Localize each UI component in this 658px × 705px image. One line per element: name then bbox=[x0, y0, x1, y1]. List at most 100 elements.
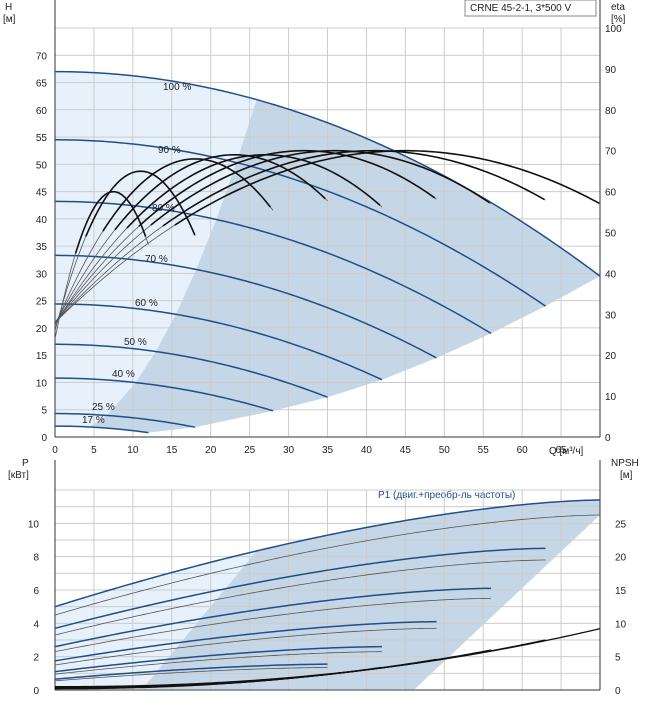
h-tick-label: 40 bbox=[36, 215, 48, 226]
eta-tick-label: 70 bbox=[605, 147, 617, 158]
npsh-tick-label: 20 bbox=[615, 553, 627, 564]
h-tick-label: 70 bbox=[36, 51, 48, 62]
q-tick-label: 15 bbox=[166, 445, 178, 456]
h-tick-label: 15 bbox=[36, 351, 48, 362]
efficiency-curve bbox=[85, 170, 196, 237]
p1-curve bbox=[54, 620, 437, 662]
h-tick-label: 0 bbox=[41, 433, 47, 444]
eta-tick-label: 90 bbox=[605, 65, 617, 76]
p-axis-title: P bbox=[22, 458, 29, 469]
eta-tick-label: 0 bbox=[605, 433, 611, 444]
p2-curve bbox=[54, 667, 328, 682]
eta-axis-unit: [%] bbox=[611, 14, 626, 25]
eta-axis-title: eta bbox=[611, 2, 625, 13]
q-tick-label: 20 bbox=[205, 445, 217, 456]
eta-tick-label: 50 bbox=[605, 229, 617, 240]
head-curve bbox=[54, 377, 274, 412]
p1-curve bbox=[54, 663, 328, 680]
eta-tick-label: 60 bbox=[605, 188, 617, 199]
p-tick-label: 10 bbox=[28, 519, 40, 530]
p-axis-unit: [кВт] bbox=[8, 470, 29, 481]
head-curve bbox=[54, 425, 149, 434]
head-curve-label: 17 % bbox=[82, 415, 105, 426]
npsh-tick-label: 15 bbox=[615, 586, 627, 597]
h-tick-label: 45 bbox=[36, 188, 48, 199]
p-tick-label: 4 bbox=[33, 619, 39, 630]
p1-curve bbox=[54, 645, 383, 673]
q-tick-label: 10 bbox=[127, 445, 139, 456]
q-tick-label: 65 bbox=[556, 445, 568, 456]
eta-tick-label: 20 bbox=[605, 351, 617, 362]
p1-curve bbox=[54, 587, 492, 648]
p2-curve bbox=[54, 514, 601, 616]
q-tick-label: 50 bbox=[439, 445, 451, 456]
q-axis-title: Q [м³/ч] bbox=[549, 446, 584, 457]
h-tick-label: 20 bbox=[36, 324, 48, 335]
npsh-curve bbox=[54, 666, 383, 690]
eta-tick-label: 40 bbox=[605, 269, 617, 280]
q-tick-label: 55 bbox=[478, 445, 490, 456]
title-box bbox=[464, 0, 597, 17]
head-curve bbox=[54, 70, 601, 277]
chart-title: CRNE 45-2-1, 3*500 V bbox=[470, 3, 571, 14]
h-tick-label: 55 bbox=[36, 133, 48, 144]
eta-tick-label: 100 bbox=[605, 24, 622, 35]
efficiency-curve bbox=[126, 154, 381, 229]
p2-curve bbox=[54, 559, 546, 636]
p2-curve bbox=[54, 651, 383, 675]
h-tick-label: 30 bbox=[36, 269, 48, 280]
operating-region-dark bbox=[89, 99, 600, 433]
h-tick-label: 35 bbox=[36, 242, 48, 253]
head-curve-label: 100 % bbox=[163, 82, 191, 93]
head-curve bbox=[54, 303, 383, 381]
head-curve-label: 90 % bbox=[158, 145, 181, 156]
q-tick-label: 60 bbox=[517, 445, 529, 456]
efficiency-curve bbox=[102, 158, 271, 232]
npsh-tick-label: 5 bbox=[615, 653, 621, 664]
q-tick-label: 30 bbox=[283, 445, 295, 456]
p-tick-label: 6 bbox=[33, 586, 39, 597]
h-axis-unit: [м] bbox=[3, 14, 16, 25]
q-tick-label: 40 bbox=[361, 445, 373, 456]
head-curve-label: 50 % bbox=[124, 337, 147, 348]
q-tick-label: 35 bbox=[322, 445, 334, 456]
eta-tick-label: 10 bbox=[605, 392, 617, 403]
q-tick-label: 25 bbox=[244, 445, 256, 456]
head-curve-label: 70 % bbox=[145, 254, 168, 265]
h-tick-label: 10 bbox=[36, 378, 48, 389]
head-curve-label: 60 % bbox=[135, 298, 158, 309]
p-tick-label: 2 bbox=[33, 653, 39, 664]
h-axis-title: H bbox=[5, 2, 12, 13]
npsh-axis-title: NPSH bbox=[611, 458, 639, 469]
head-curve-label: 40 % bbox=[112, 369, 135, 380]
h-tick-label: 60 bbox=[36, 106, 48, 117]
head-curve bbox=[54, 412, 196, 428]
q-tick-label: 45 bbox=[400, 445, 412, 456]
h-tick-label: 25 bbox=[36, 297, 48, 308]
head-curve-label: 80 % bbox=[152, 203, 175, 214]
efficiency-curve bbox=[114, 154, 326, 231]
q-tick-label: 5 bbox=[91, 445, 97, 456]
head-curve bbox=[54, 139, 546, 307]
head-curve bbox=[54, 254, 437, 359]
head-curve-label: 25 % bbox=[92, 402, 115, 413]
p-tick-label: 8 bbox=[33, 553, 39, 564]
p1-series-label: P1 (двиг.+преобр-ль частоты) bbox=[378, 489, 515, 501]
npsh-axis-unit: [м] bbox=[620, 470, 633, 481]
npsh-tick-label: 0 bbox=[615, 686, 621, 697]
p-tick-label: 0 bbox=[33, 686, 39, 697]
p1-curve bbox=[54, 499, 601, 608]
q-tick-label: 0 bbox=[52, 445, 58, 456]
p1-curve bbox=[54, 547, 546, 630]
p2-curve bbox=[54, 627, 437, 666]
efficiency-curve bbox=[74, 190, 147, 254]
head-curve bbox=[54, 200, 492, 335]
npsh-tick-label: 10 bbox=[615, 619, 627, 630]
head-curve bbox=[54, 343, 328, 398]
eta-tick-label: 80 bbox=[605, 106, 617, 117]
efficiency-curve bbox=[138, 149, 436, 227]
h-tick-label: 65 bbox=[36, 79, 48, 90]
